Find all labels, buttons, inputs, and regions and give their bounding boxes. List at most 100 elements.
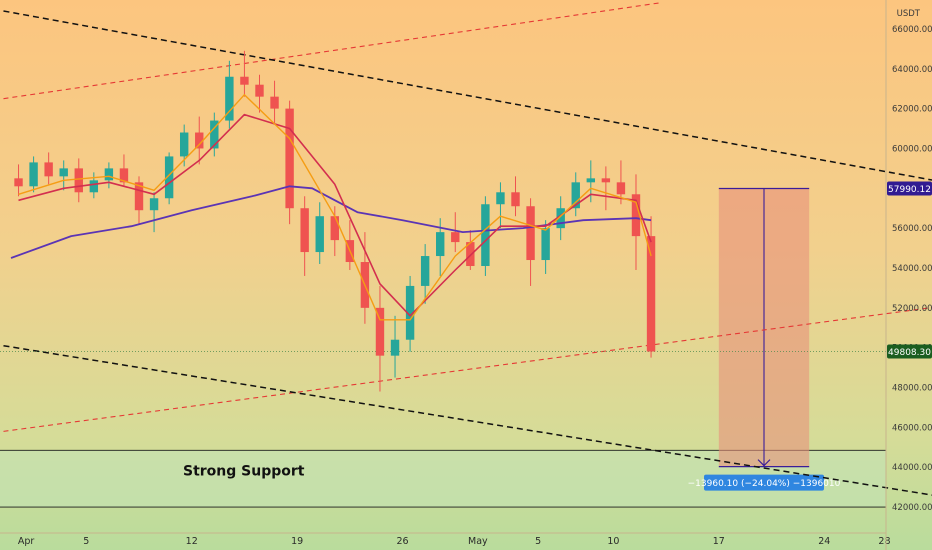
y-tick-label: 64000.00 [892,65,932,75]
candle-body [210,120,219,149]
candle[interactable] [526,198,535,286]
candle-body [451,232,460,243]
candle[interactable] [466,230,475,270]
candle-body [285,108,294,209]
candle-body [240,76,249,85]
candle[interactable] [29,156,38,193]
candle[interactable] [225,60,234,129]
candle-body [571,182,580,209]
projection-label-box [704,474,824,491]
x-tick-label: 24 [818,536,830,547]
candle[interactable] [164,152,174,205]
price-badge [887,181,932,196]
price-badge-label: 49808.30 [888,348,931,358]
candle[interactable] [451,212,460,253]
ema-fast-line [18,94,652,321]
candle[interactable] [44,152,53,185]
candle-body [164,156,174,199]
candle-body [420,256,430,286]
candle[interactable] [556,196,565,241]
x-tick-label: 5 [535,536,541,547]
y-tick-label: 62000.00 [892,105,932,115]
candle-body [255,84,264,97]
x-tick-label: 12 [186,536,198,547]
channel-red-upper [3,2,659,100]
candle-body [481,204,490,267]
candle[interactable] [496,182,505,229]
candle[interactable] [210,112,219,157]
candle[interactable] [375,285,385,392]
candle-body [315,216,324,253]
candle[interactable] [315,202,324,265]
candle[interactable] [330,206,339,257]
projection-arrow-head [757,459,771,467]
candle[interactable] [586,160,596,203]
y-tick-label: 66000.00 [892,25,932,35]
x-tick-label: May [468,536,488,547]
candle[interactable] [59,160,68,191]
candle[interactable] [390,315,400,378]
candle-body [375,307,385,356]
candle-body [616,182,626,195]
price-badge-label: 57990.12 [888,185,931,195]
y-tick-label: 56000.00 [892,224,932,234]
x-tick-label: Apr [18,536,35,547]
candle-body [270,96,279,109]
candle-body [436,232,445,257]
candle-body [119,168,129,183]
candle[interactable] [300,196,309,276]
candle-body [14,178,23,187]
x-tick-label: 5 [83,536,89,547]
candle-body [646,236,656,352]
y-tick-label: 46000.00 [892,423,932,433]
candle[interactable] [420,244,430,304]
y-tick-label: 42000.00 [892,503,932,513]
candle[interactable] [481,196,490,276]
ema-mid-line [18,113,652,317]
candle-body [225,76,234,121]
candle[interactable] [240,50,249,97]
x-tick-label: 17 [713,536,725,547]
candle[interactable] [195,116,204,165]
candle[interactable] [255,74,264,113]
y-tick-label: 54000.00 [892,264,932,274]
candle[interactable] [571,172,580,217]
x-tick-label: 10 [607,536,619,547]
channel-black-lower [3,344,932,496]
candle[interactable] [270,80,279,125]
candle[interactable] [646,216,656,358]
candle-body [511,192,520,207]
candle[interactable] [89,172,99,199]
support-label: Strong Support [183,463,305,479]
y-tick-label: 60000.00 [892,144,932,154]
candle[interactable] [149,192,159,233]
ma-200-line [10,185,652,259]
candle[interactable] [631,174,641,270]
x-tick-label: 19 [291,536,303,547]
candle[interactable] [14,164,23,197]
candle-body [541,228,550,261]
x-tick-label: 28 [878,536,890,547]
candle-body [586,178,596,183]
candle-body [179,132,189,157]
candle-body [466,242,475,267]
candle-body [631,194,641,237]
y-tick-label: 48000.00 [892,384,932,394]
candle[interactable] [285,100,294,225]
candle-body [330,216,339,241]
candle[interactable] [601,166,611,211]
candle-body [300,208,309,253]
candle[interactable] [405,275,415,352]
candle-body [74,168,83,193]
candle-body [104,168,114,181]
candle-body [149,198,159,211]
candle[interactable] [134,176,144,225]
candle-body [59,168,68,177]
candle-body [556,208,565,229]
candle-body [390,339,400,356]
candle[interactable] [74,158,83,203]
candle[interactable] [511,176,520,217]
candle[interactable] [104,162,114,189]
candle-body [44,162,53,177]
